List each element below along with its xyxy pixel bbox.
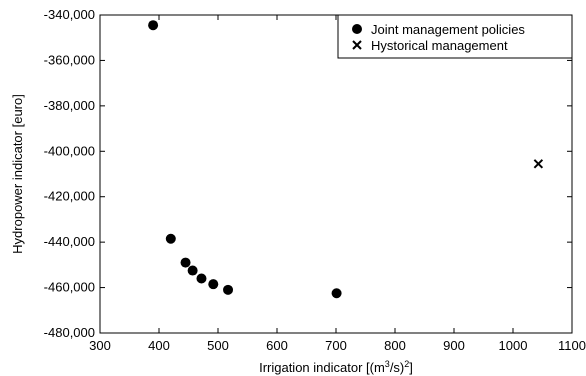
x-axis-label-part3: ] <box>409 360 413 375</box>
x-axis-label-sup2: 2 <box>404 359 409 369</box>
y-tick-label: -440,000 <box>44 234 95 249</box>
x-tick-label: 1000 <box>499 338 528 353</box>
plot-area <box>99 14 573 334</box>
x-axis-label-sup1: 3 <box>385 359 390 369</box>
y-tick-label: -460,000 <box>44 280 95 295</box>
x-axis-label: Irrigation indicator [(m3/s)2] <box>259 359 413 375</box>
legend-label-joint: Joint management policies <box>371 22 525 37</box>
x-tick-label: 700 <box>325 338 347 353</box>
data-point-joint <box>148 20 159 31</box>
legend-box <box>337 14 573 59</box>
y-axis-ticks: -340,000 -360,000 -380,000 -400,000 -420,000… <box>44 7 572 340</box>
x-axis-label-part1: Irrigation indicator [(m <box>259 360 385 375</box>
x-tick-label: 900 <box>443 338 465 353</box>
legend-marker-historical <box>352 40 362 50</box>
data-point-joint <box>187 265 198 276</box>
x-axis-label-part2: /s) <box>390 360 404 375</box>
y-tick-label: -400,000 <box>44 143 95 158</box>
y-tick-label: -360,000 <box>44 52 95 67</box>
x-axis-ticks: 300 400 500 600 700 800 900 1000 1100 <box>89 15 586 353</box>
data-points <box>148 20 544 299</box>
x-tick-label: 500 <box>207 338 229 353</box>
y-tick-label: -480,000 <box>44 325 95 340</box>
legend: Joint management policies Hystorical man… <box>337 14 573 59</box>
y-tick-label: -380,000 <box>44 98 95 113</box>
data-point-joint <box>223 284 234 295</box>
y-tick-label: -420,000 <box>44 189 95 204</box>
data-point-joint <box>180 257 191 268</box>
x-tick-label: 400 <box>148 338 170 353</box>
data-point-joint <box>208 279 219 290</box>
data-point-historical <box>533 159 544 169</box>
data-point-joint <box>196 273 207 284</box>
legend-marker-joint <box>352 24 362 34</box>
data-point-joint <box>331 288 342 299</box>
legend-label-historical: Hystorical management <box>371 38 508 53</box>
x-tick-label: 1100 <box>558 338 586 353</box>
x-tick-label: 300 <box>89 338 111 353</box>
x-tick-label: 800 <box>384 338 406 353</box>
data-point-joint <box>165 233 176 244</box>
y-tick-label: -340,000 <box>44 7 95 22</box>
y-axis-label: Hydropower indicator [euro] <box>10 94 25 254</box>
x-tick-label: 600 <box>266 338 288 353</box>
